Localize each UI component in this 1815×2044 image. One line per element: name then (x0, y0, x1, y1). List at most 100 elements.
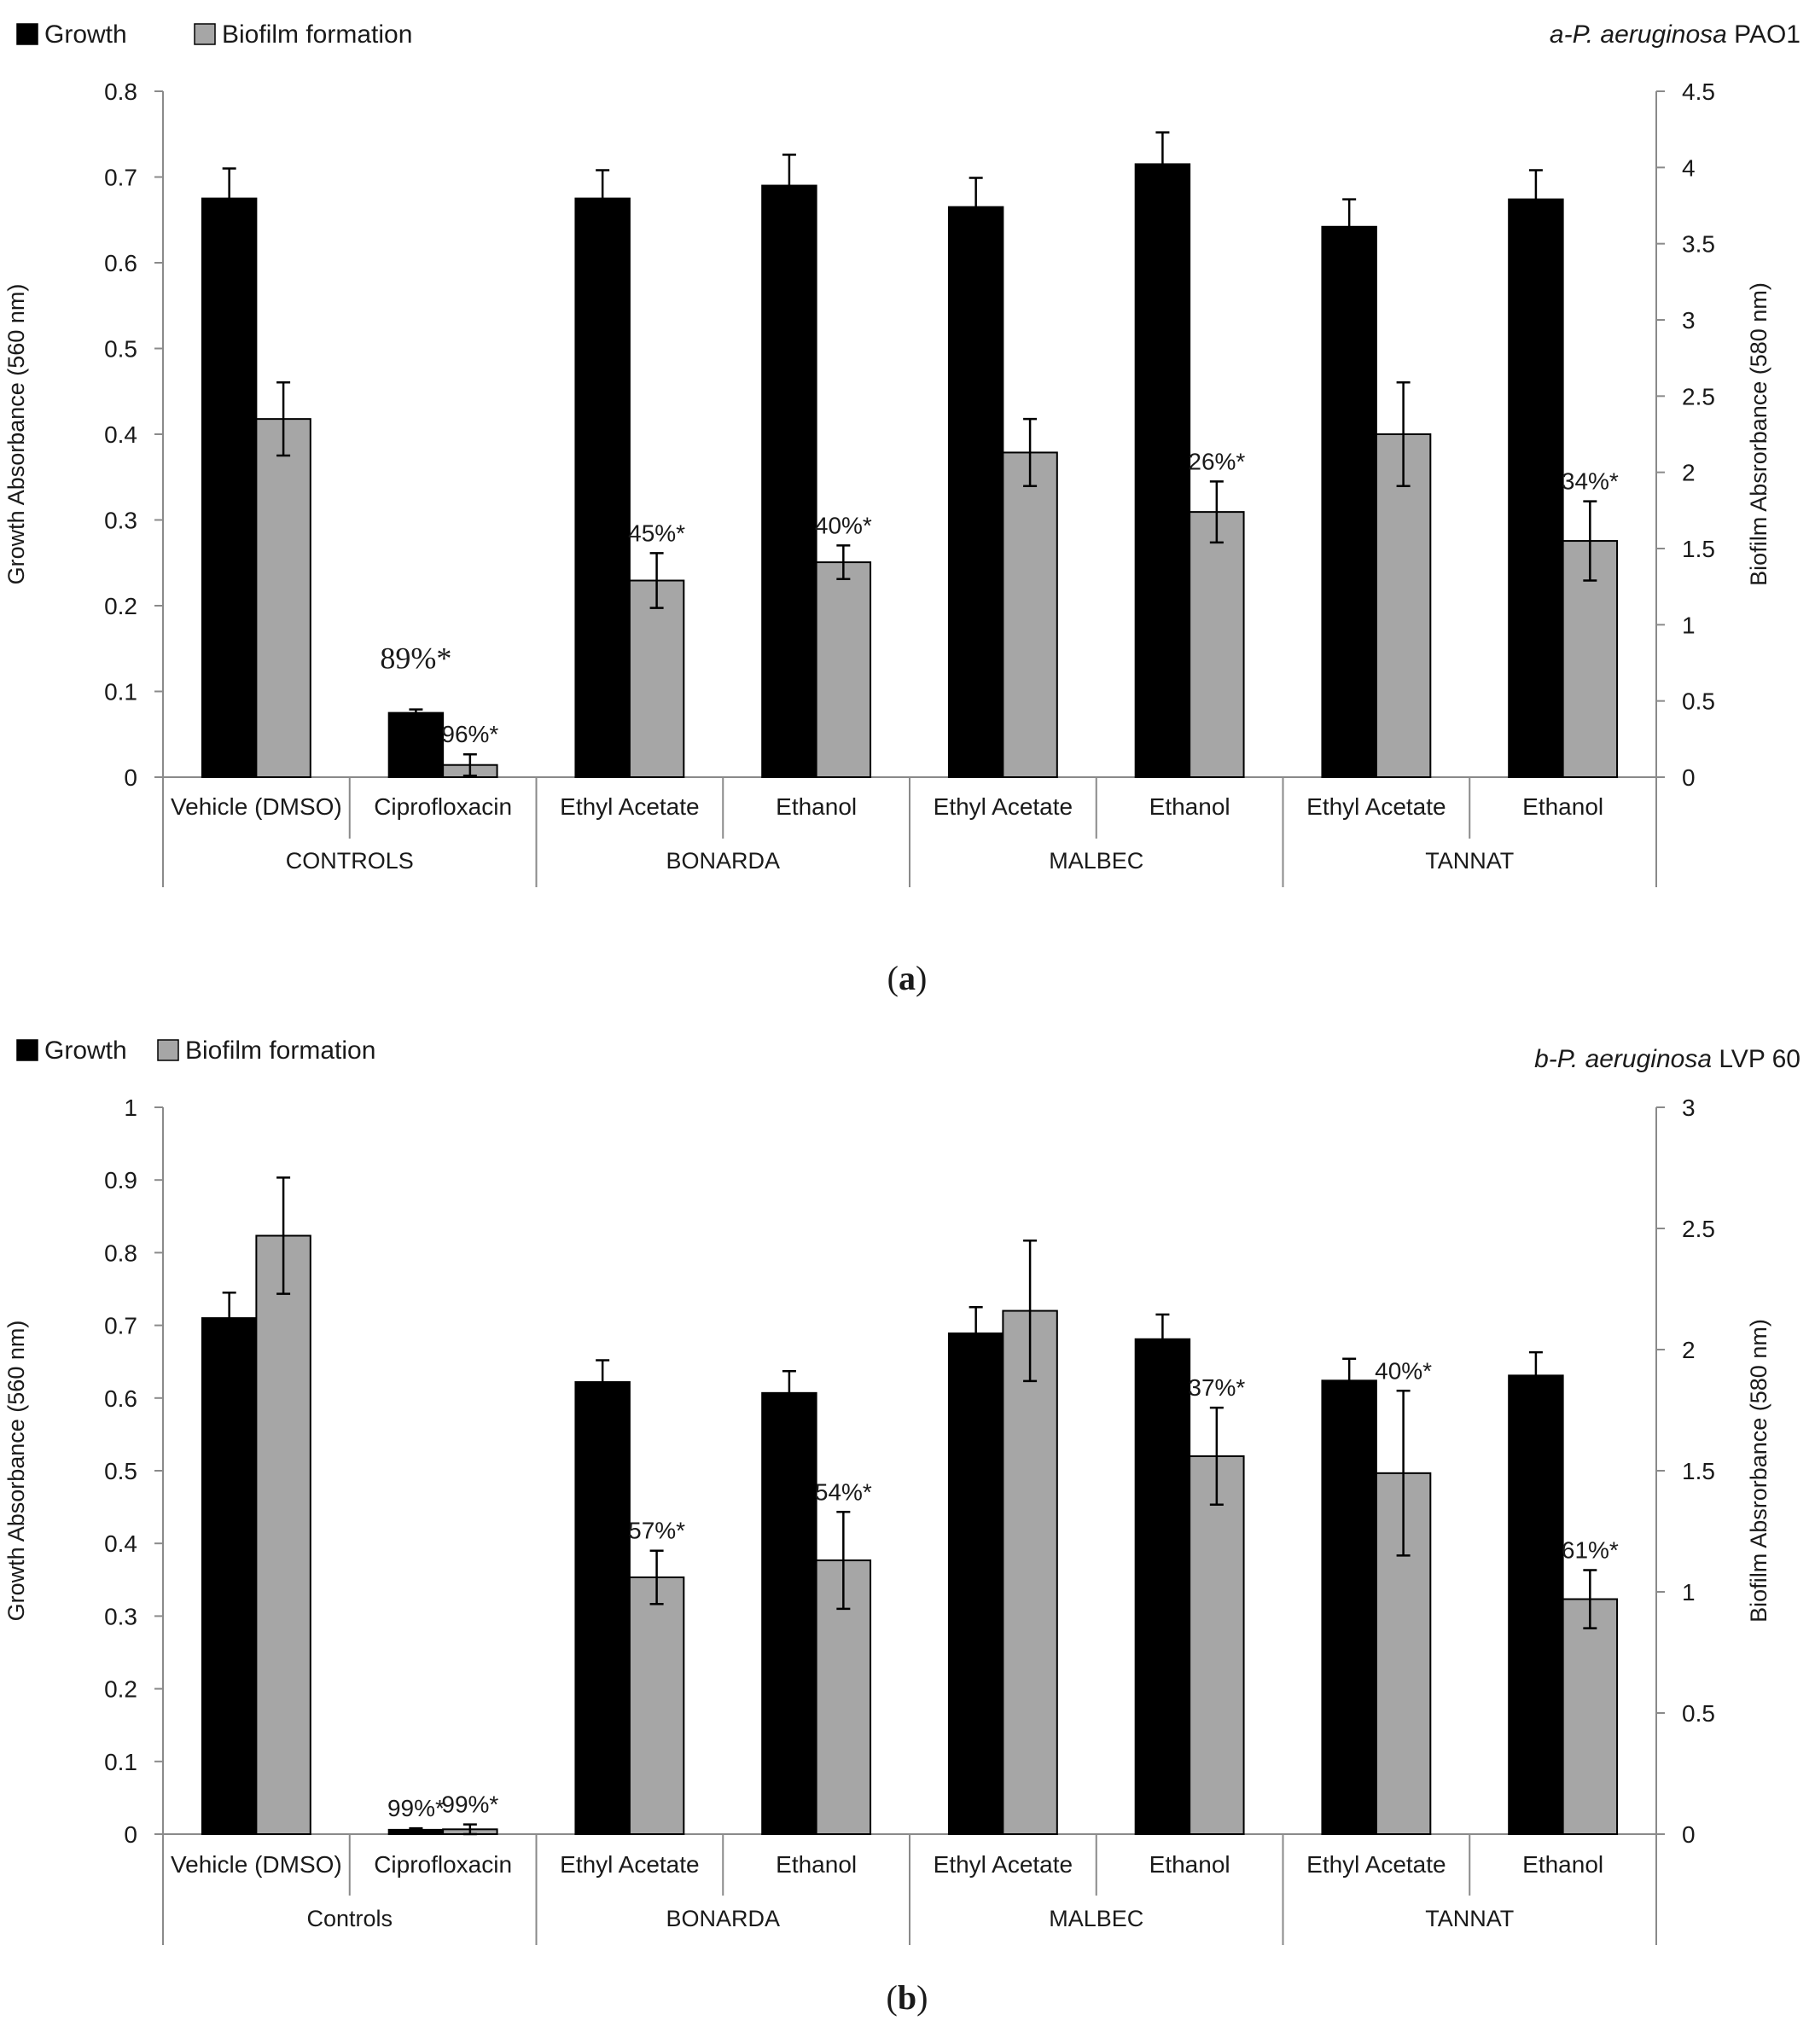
left-tick-label: 0.5 (104, 336, 137, 363)
group-label: TANNAT (1425, 1906, 1514, 1931)
percent-annotation: 40%* (815, 512, 872, 538)
category-label: Ethyl Acetate (934, 1851, 1073, 1878)
growth-bar (574, 1381, 631, 1835)
category-label: Vehicle (DMSO) (171, 1851, 342, 1878)
biofilm-bar (1189, 1455, 1245, 1835)
growth-bar (1134, 163, 1191, 779)
biofilm-bar (1002, 451, 1058, 778)
percent-annotation: 26%* (1188, 448, 1245, 474)
left-tick-label: 0.1 (104, 679, 137, 706)
legend-label-growth: Growth (44, 20, 127, 49)
growth-bar (1508, 1374, 1564, 1835)
group-label: BONARDA (666, 1906, 780, 1931)
biofilm-bar (1002, 1309, 1058, 1836)
biofilm-bar (628, 1576, 685, 1835)
percent-annotation: 96%* (441, 721, 498, 747)
category-label: Ethyl Acetate (560, 793, 699, 820)
percent-annotation: 37%* (1188, 1374, 1245, 1401)
percent-annotation: 34%* (1562, 468, 1619, 495)
panel-caption: (b) (887, 1978, 928, 2017)
left-tick-label: 0.9 (104, 1167, 137, 1193)
y-axis-label: Growth Absorbance (560 nm) (3, 284, 29, 585)
left-tick-label: 0.4 (104, 1530, 137, 1557)
right-tick-label: 4.5 (1682, 78, 1715, 105)
biofilm-bar (815, 561, 872, 779)
growth-bar (761, 1391, 817, 1836)
percent-annotation: 57%* (628, 1518, 685, 1544)
right-tick-label: 0 (1682, 764, 1696, 791)
left-tick-label: 0.2 (104, 1676, 137, 1703)
biofilm-bar (1562, 1598, 1619, 1836)
left-tick-label: 0.8 (104, 78, 137, 105)
right-tick-label: 2 (1682, 1337, 1696, 1363)
right-tick-label: 1 (1682, 1579, 1696, 1606)
right-tick-label: 2.5 (1682, 1216, 1715, 1242)
percent-annotation: 99%* (387, 1795, 445, 1821)
right-tick-label: 1.5 (1682, 1458, 1715, 1484)
group-label: MALBEC (1049, 1906, 1143, 1931)
chart-title: a-P. aeruginosa PAO1 (1550, 20, 1800, 49)
left-tick-label: 0.7 (104, 1313, 137, 1339)
category-label: Ethanol (776, 1851, 857, 1878)
left-tick-label: 0.4 (104, 421, 137, 448)
left-tick-label: 0.6 (104, 250, 137, 276)
growth-bar (1508, 198, 1564, 778)
legend-label-biofilm: Biofilm formation (185, 1037, 375, 1065)
legend-swatch-growth (16, 1039, 38, 1061)
growth-bar (761, 184, 817, 779)
left-tick-label: 0.8 (104, 1240, 137, 1266)
chart-panel-b: 0 0.1 0.2 0.3 0.4 0.5 0.6 0.7 0.8 0.9 1 0 0.5 1 1.5 2 2.… (3, 1037, 1800, 2017)
category-label: Vehicle (DMSO) (171, 793, 342, 820)
category-label: Ethanol (1149, 793, 1230, 820)
biofilm-bar (1375, 433, 1432, 778)
growth-bar (1321, 225, 1377, 779)
percent-annotation: 54%* (815, 1478, 872, 1505)
growth-bar (947, 206, 1004, 779)
right-tick-label: 3 (1682, 1095, 1696, 1121)
panel-caption: (a) (887, 959, 928, 997)
category-label: Ciprofloxacin (374, 1851, 512, 1878)
percent-annotation: 99%* (441, 1791, 498, 1818)
left-tick-label: 1 (124, 1095, 137, 1121)
growth-bar (201, 1317, 258, 1835)
right-tick-label: 1 (1682, 612, 1696, 638)
biofilm-bar (255, 418, 311, 778)
left-tick-label: 0.6 (104, 1385, 137, 1412)
category-label: Ethanol (1522, 1851, 1603, 1878)
biofilm-bar (628, 579, 685, 779)
growth-bar (574, 197, 631, 778)
growth-bar (947, 1332, 1004, 1836)
right-tick-label: 4 (1682, 154, 1696, 181)
category-label: Ethyl Acetate (560, 1851, 699, 1878)
left-tick-label: 0 (124, 1821, 137, 1848)
left-tick-label: 0.3 (104, 1603, 137, 1629)
legend-swatch-biofilm (157, 1039, 179, 1061)
category-label: Ethanol (1149, 1851, 1230, 1878)
group-label: MALBEC (1049, 848, 1143, 874)
percent-annotation: 89%* (380, 642, 451, 676)
category-label: Ethyl Acetate (934, 793, 1073, 820)
left-tick-label: 0 (124, 764, 137, 791)
right-tick-label: 2 (1682, 460, 1696, 486)
group-label: CONTROLS (286, 848, 414, 874)
right-tick-label: 1.5 (1682, 536, 1715, 562)
left-tick-label: 0.1 (104, 1749, 137, 1775)
group-label: TANNAT (1425, 848, 1514, 874)
right-tick-label: 2.5 (1682, 383, 1715, 409)
right-tick-label: 0.5 (1682, 1700, 1715, 1727)
biofilm-bar (255, 1234, 311, 1835)
legend-swatch-growth (16, 23, 38, 45)
y-axis-label: Growth Absorbance (560 nm) (3, 1321, 29, 1622)
right-tick-label: 3 (1682, 307, 1696, 334)
y2-axis-label: Biofilm Absrorbance (580 nm) (1746, 282, 1771, 586)
growth-bar (1321, 1379, 1377, 1836)
left-tick-label: 0.2 (104, 593, 137, 619)
chart-panel-a: 0 0.1 0.2 0.3 0.4 0.5 0.6 0.7 0.8 0 0.5 1 1.5 2 2.5 3 3.… (3, 20, 1800, 997)
left-tick-label: 0.5 (104, 1458, 137, 1484)
percent-annotation: 45%* (628, 520, 685, 546)
growth-bar (201, 197, 258, 778)
growth-bar (387, 711, 445, 778)
percent-annotation: 40%* (1375, 1357, 1432, 1384)
group-label: BONARDA (666, 848, 780, 874)
